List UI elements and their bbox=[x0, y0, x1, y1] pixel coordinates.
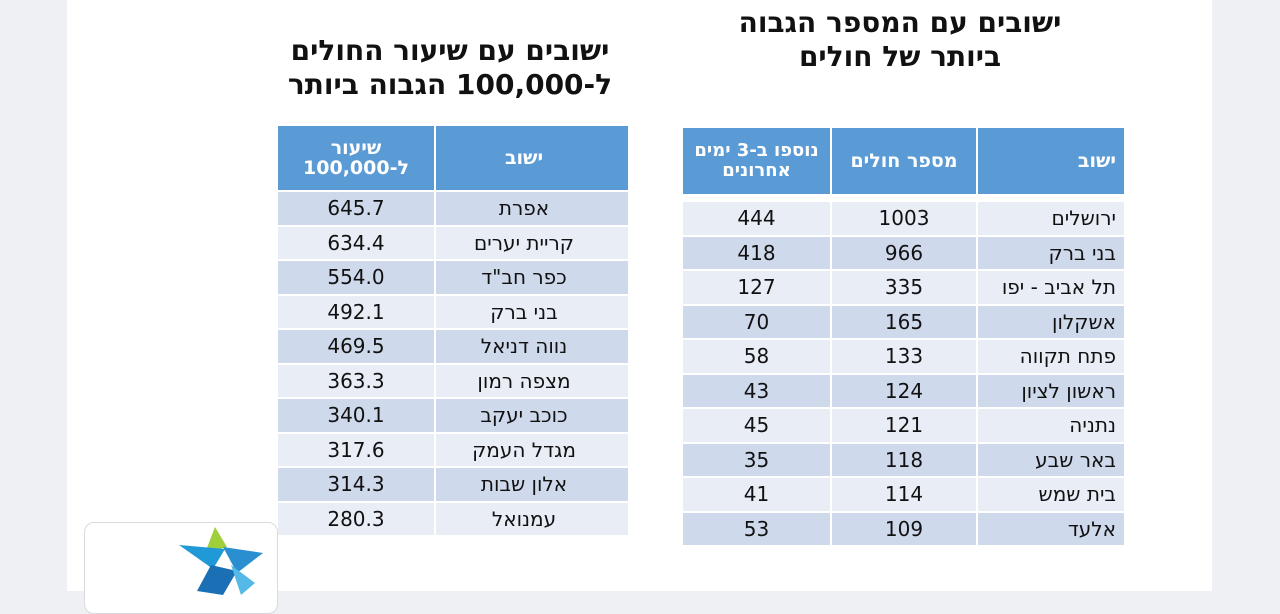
settlement-name-cell: נתניה bbox=[976, 407, 1126, 444]
settlement-name-cell: פתח תקווה bbox=[976, 338, 1126, 375]
table-row: באר שבע 118 35 bbox=[681, 441, 1126, 478]
case-count-cell: 121 bbox=[830, 407, 978, 444]
rate-cell: 469.5 bbox=[276, 328, 436, 365]
settlement-name-cell: ירושלים bbox=[976, 200, 1126, 237]
new-cases-cell: 45 bbox=[681, 407, 832, 444]
left-table-title: ישובים עם שיעור החולים ל-100,000 הגבוה ב… bbox=[270, 34, 630, 102]
rate-cell: 554.0 bbox=[276, 259, 436, 296]
settlement-name-cell: עמנואל bbox=[434, 500, 630, 537]
rate-cell: 645.7 bbox=[276, 190, 436, 227]
settlement-name-cell: מגדל העמק bbox=[434, 431, 630, 468]
new-cases-cell: 41 bbox=[681, 476, 832, 513]
settlement-name-cell: כוכב יעקב bbox=[434, 397, 630, 434]
new-cases-cell: 43 bbox=[681, 372, 832, 409]
settlement-name-cell: בני ברק bbox=[434, 293, 630, 330]
settlement-name-cell: אלון שבות bbox=[434, 466, 630, 503]
new-cases-cell: 53 bbox=[681, 510, 832, 547]
table-row: כוכב יעקב 340.1 bbox=[276, 397, 630, 434]
settlement-name-cell: אשקלון bbox=[976, 303, 1126, 340]
settlement-name-cell: בית שמש bbox=[976, 476, 1126, 513]
case-count-cell: 109 bbox=[830, 510, 978, 547]
rate-cell: 314.3 bbox=[276, 466, 436, 503]
case-count-cell: 114 bbox=[830, 476, 978, 513]
new-cases-cell: 35 bbox=[681, 441, 832, 478]
right-title-line1: ישובים עם המספר הגבוה bbox=[738, 6, 1062, 39]
table-row: בני ברק 966 418 bbox=[681, 234, 1126, 271]
settlement-name-cell: כפר חב"ד bbox=[434, 259, 630, 296]
table-row: ירושלים 1003 444 bbox=[681, 200, 1126, 237]
settlement-name-cell: אלעד bbox=[976, 510, 1126, 547]
rate-cell: 634.4 bbox=[276, 224, 436, 261]
column-header-new-cases: נוספו ב-3 ימים אחרונים bbox=[681, 126, 832, 196]
new-cases-cell: 58 bbox=[681, 338, 832, 375]
star-logo-icon bbox=[179, 527, 263, 595]
table-row: נווה דניאל 469.5 bbox=[276, 328, 630, 365]
settlement-name-cell: ראשון לציון bbox=[976, 372, 1126, 409]
settlement-name-cell: בני ברק bbox=[976, 234, 1126, 271]
new-cases-cell: 444 bbox=[681, 200, 832, 237]
case-count-cell: 118 bbox=[830, 441, 978, 478]
table-row: בני ברק 492.1 bbox=[276, 293, 630, 330]
case-count-cell: 1003 bbox=[830, 200, 978, 237]
settlement-name-cell: תל אביב - יפו bbox=[976, 269, 1126, 306]
table-row: מגדל העמק 317.6 bbox=[276, 431, 630, 468]
column-header-name: ישוב bbox=[976, 126, 1126, 196]
column-header-cases: מספר חולים bbox=[830, 126, 978, 196]
rate-per-100k-table: ישוב שיעור ל-100,000 אפרת 645.7 קריית יערי… bbox=[276, 124, 630, 537]
rate-cell: 363.3 bbox=[276, 362, 436, 399]
table-row: בית שמש 114 41 bbox=[681, 476, 1126, 513]
logo-card bbox=[84, 522, 278, 614]
settlement-name-cell: נווה דניאל bbox=[434, 328, 630, 365]
settlement-name-cell: באר שבע bbox=[976, 441, 1126, 478]
case-count-cell: 966 bbox=[830, 234, 978, 271]
table-row: מצפה רמון 363.3 bbox=[276, 362, 630, 399]
case-table-body: ירושלים 1003 444 בני ברק 966 418 תל אביב - יפו… bbox=[681, 195, 1126, 547]
left-title-line1: ישובים עם שיעור החולים bbox=[290, 34, 610, 67]
table-row: קריית יערים 634.4 bbox=[276, 224, 630, 261]
table-header-row: ישוב שיעור ל-100,000 bbox=[276, 124, 630, 192]
right-title-line2: ביותר של חולים bbox=[798, 40, 1002, 73]
table-row: אלעד 109 53 bbox=[681, 510, 1126, 547]
case-count-cell: 124 bbox=[830, 372, 978, 409]
new-cases-cell: 418 bbox=[681, 234, 832, 271]
settlement-name-cell: אפרת bbox=[434, 190, 630, 227]
table-row: ראשון לציון 124 43 bbox=[681, 372, 1126, 409]
table-header-row: ישוב מספר חולים נוספו ב-3 ימים אחרונים bbox=[681, 126, 1126, 196]
case-count-cell: 335 bbox=[830, 269, 978, 306]
rate-cell: 280.3 bbox=[276, 500, 436, 537]
rate-cell: 317.6 bbox=[276, 431, 436, 468]
table-row: עמנואל 280.3 bbox=[276, 500, 630, 537]
settlement-name-cell: קריית יערים bbox=[434, 224, 630, 261]
header-spacer bbox=[682, 195, 1125, 201]
case-count-cell: 133 bbox=[830, 338, 978, 375]
case-count-table: ישוב מספר חולים נוספו ב-3 ימים אחרונים י… bbox=[681, 126, 1126, 547]
left-title-line2: ל-100,000 הגבוה ביותר bbox=[287, 68, 613, 101]
table-row: פתח תקווה 133 58 bbox=[681, 338, 1126, 375]
column-header-name: ישוב bbox=[434, 124, 630, 192]
rate-cell: 340.1 bbox=[276, 397, 436, 434]
table-row: אפרת 645.7 bbox=[276, 190, 630, 227]
table-row: כפר חב"ד 554.0 bbox=[276, 259, 630, 296]
table-row: אשקלון 165 70 bbox=[681, 303, 1126, 340]
column-header-rate: שיעור ל-100,000 bbox=[276, 124, 436, 192]
right-table-title: ישובים עם המספר הגבוה ביותר של חולים bbox=[720, 6, 1080, 74]
table-row: אלון שבות 314.3 bbox=[276, 466, 630, 503]
new-cases-cell: 70 bbox=[681, 303, 832, 340]
rate-cell: 492.1 bbox=[276, 293, 436, 330]
rate-table-body: אפרת 645.7 קריית יערים 634.4 כפר חב"ד 554.0 בנ… bbox=[276, 190, 630, 537]
new-cases-cell: 127 bbox=[681, 269, 832, 306]
settlement-name-cell: מצפה רמון bbox=[434, 362, 630, 399]
table-row: נתניה 121 45 bbox=[681, 407, 1126, 444]
table-row: תל אביב - יפו 335 127 bbox=[681, 269, 1126, 306]
case-count-cell: 165 bbox=[830, 303, 978, 340]
